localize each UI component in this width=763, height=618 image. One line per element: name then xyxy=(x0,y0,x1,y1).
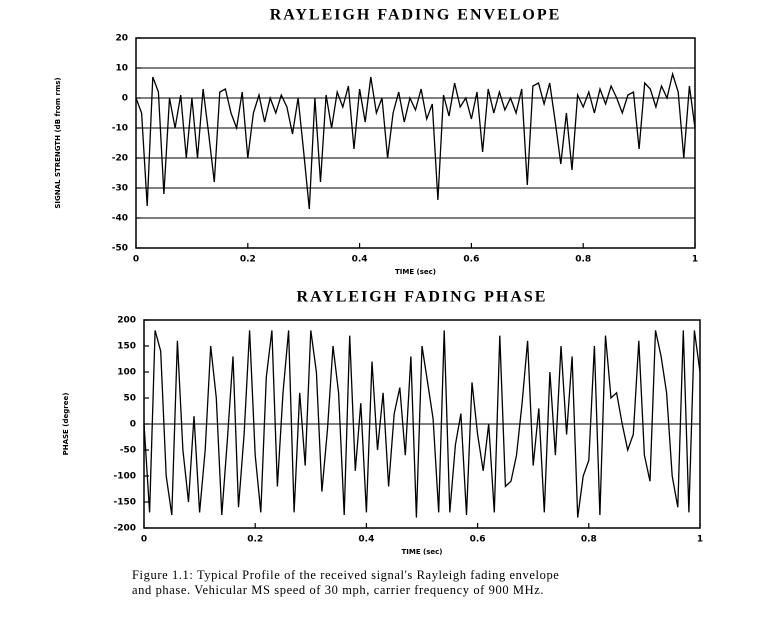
x-tick-label: 0.2 xyxy=(240,255,256,265)
caption-line: Figure 1.1: Typical Profile of the recei… xyxy=(132,568,559,582)
x-tick-label: 0.6 xyxy=(470,535,486,545)
y-tick-label: 0 xyxy=(122,94,128,104)
y-tick-label: 100 xyxy=(117,368,136,378)
y-tick-label: -40 xyxy=(112,214,128,224)
data-line xyxy=(143,330,701,518)
chart-title: RAYLEIGH FADING ENVELOPE xyxy=(270,7,562,24)
y-tick-label: 200 xyxy=(117,316,136,326)
x-tick-label: 0.4 xyxy=(358,535,374,545)
x-tick-label: 1 xyxy=(692,255,698,265)
x-axis-label: TIME (sec) xyxy=(401,548,442,556)
y-axis-label: SIGNAL STRENGTH (dB from rms) xyxy=(54,77,62,208)
x-tick-label: 0 xyxy=(141,535,147,545)
data-line xyxy=(135,71,696,210)
y-tick-label: -20 xyxy=(112,154,128,164)
y-tick-label: -200 xyxy=(113,524,136,534)
x-tick-label: 0.8 xyxy=(575,255,591,265)
y-tick-label: 0 xyxy=(130,420,136,430)
y-tick-label: -150 xyxy=(113,498,136,508)
plot-frame xyxy=(135,37,696,249)
y-tick-label: -50 xyxy=(112,244,128,254)
x-tick-label: 0 xyxy=(133,255,139,265)
y-tick-label: 20 xyxy=(115,34,128,44)
x-axis-label: TIME (sec) xyxy=(395,268,436,276)
x-tick-label: 0.8 xyxy=(581,535,597,545)
x-tick-label: 0.6 xyxy=(463,255,479,265)
y-tick-label: -50 xyxy=(120,446,136,456)
y-tick-label: 50 xyxy=(123,394,136,404)
y-tick-label: 150 xyxy=(117,342,136,352)
x-tick-label: 0.2 xyxy=(247,535,263,545)
chart-title: RAYLEIGH FADING PHASE xyxy=(297,289,548,306)
y-tick-label: -100 xyxy=(113,472,136,482)
y-tick-label: -10 xyxy=(112,124,128,134)
y-tick-label: -30 xyxy=(112,184,128,194)
x-tick-label: 1 xyxy=(697,535,703,545)
x-tick-label: 0.4 xyxy=(352,255,368,265)
y-tick-label: 10 xyxy=(115,64,128,74)
y-axis-label: PHASE (degree) xyxy=(62,393,70,456)
caption-line: and phase. Vehicular MS speed of 30 mph,… xyxy=(132,583,544,597)
